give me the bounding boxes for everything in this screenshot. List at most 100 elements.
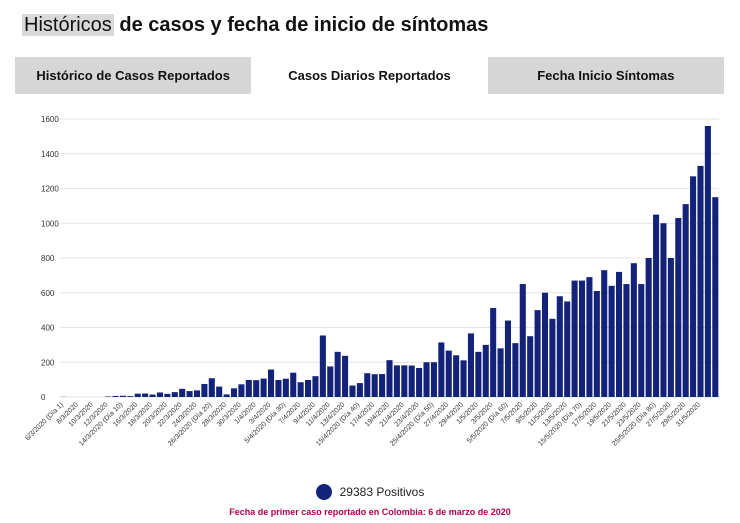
bar — [571, 280, 578, 397]
bar — [290, 372, 297, 397]
bar — [527, 336, 534, 397]
bar — [504, 320, 512, 397]
tab-bar: Histórico de Casos Reportados Casos Diar… — [15, 57, 724, 94]
bar — [586, 277, 593, 397]
first-case-note: Fecha de primer caso reportado en Colomb… — [229, 507, 511, 517]
y-tick-label: 0 — [41, 393, 46, 402]
bar — [193, 390, 201, 397]
page-title: Históricos de casos y fecha de inicio de… — [22, 10, 488, 40]
bar — [653, 214, 660, 397]
bar — [356, 383, 363, 397]
bar — [512, 343, 519, 397]
y-tick-label: 1600 — [41, 115, 59, 124]
bar — [393, 365, 400, 397]
y-tick-label: 1200 — [41, 185, 59, 194]
bar — [534, 310, 541, 397]
bar — [275, 379, 282, 397]
bar — [312, 376, 319, 397]
bar — [142, 393, 149, 397]
bar — [127, 396, 134, 397]
bar — [156, 392, 163, 397]
bar — [364, 373, 371, 397]
bar — [616, 271, 623, 397]
bar — [578, 280, 586, 397]
bar — [497, 348, 504, 397]
bar — [423, 362, 430, 397]
bar — [216, 386, 223, 397]
bar — [179, 388, 186, 397]
bar — [201, 383, 208, 397]
bar — [349, 385, 356, 397]
bar — [601, 270, 608, 397]
bar — [171, 392, 178, 397]
bar — [490, 308, 497, 397]
bar — [134, 393, 141, 397]
y-tick-label: 400 — [41, 324, 55, 333]
bar — [667, 258, 674, 397]
bar — [453, 355, 460, 397]
chart-legend: 29383 Positivos — [0, 483, 740, 501]
bar — [697, 165, 704, 397]
bar — [245, 379, 252, 397]
bar — [593, 291, 600, 397]
bar — [223, 394, 230, 397]
bar — [208, 378, 215, 397]
bar — [541, 292, 549, 397]
bar — [445, 350, 452, 397]
legend-swatch — [315, 484, 332, 500]
bar — [482, 344, 489, 397]
bar — [608, 285, 615, 397]
legend-label: 29383 Positivos — [339, 485, 425, 499]
bar — [305, 379, 312, 397]
y-tick-label: 800 — [41, 254, 55, 263]
bar — [430, 362, 437, 397]
bar — [319, 335, 326, 397]
bar — [660, 223, 667, 397]
bar — [230, 388, 238, 397]
bar — [112, 395, 119, 397]
bar — [401, 365, 408, 397]
y-tick-label: 1400 — [41, 150, 59, 159]
bar — [460, 360, 467, 397]
y-tick-label: 200 — [41, 358, 55, 367]
bar — [630, 263, 637, 397]
bar — [342, 355, 349, 397]
bar — [712, 197, 719, 397]
tab-historico-casos[interactable]: Histórico de Casos Reportados — [36, 68, 230, 83]
title-highlight: Históricos — [22, 14, 114, 36]
bar — [164, 393, 171, 397]
tab-fecha-inicio-sintomas[interactable]: Fecha Inicio Síntomas — [537, 68, 675, 83]
bar — [645, 258, 652, 397]
bar — [467, 333, 474, 397]
bar — [149, 394, 156, 397]
tab-casos-diarios[interactable]: Casos Diarios Reportados — [251, 57, 488, 94]
bar — [260, 378, 267, 397]
bar — [253, 380, 260, 397]
bar — [267, 369, 275, 397]
bar — [704, 125, 711, 397]
bar — [379, 374, 386, 397]
bar — [519, 284, 526, 397]
bar — [675, 218, 682, 397]
bar — [416, 367, 423, 397]
bar — [386, 360, 393, 397]
bar — [438, 342, 445, 397]
bar — [238, 384, 245, 397]
bar — [297, 382, 304, 397]
bar — [408, 365, 415, 397]
bar — [638, 284, 645, 397]
bar — [564, 301, 571, 397]
bar — [549, 318, 556, 397]
bar — [105, 396, 112, 397]
y-tick-label: 1000 — [41, 219, 59, 228]
bar — [371, 374, 378, 397]
bar — [682, 204, 689, 397]
bar — [186, 391, 193, 397]
bar — [327, 366, 334, 397]
bar — [119, 395, 126, 397]
bar — [690, 176, 697, 397]
bar — [475, 351, 482, 397]
bar — [623, 284, 630, 397]
title-rest: de casos y fecha de inicio de síntomas — [113, 14, 489, 36]
